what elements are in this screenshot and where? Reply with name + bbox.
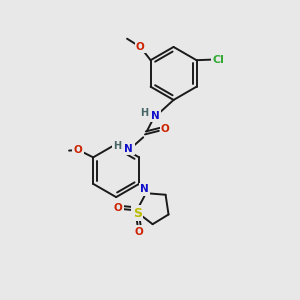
Text: O: O [136,42,145,52]
Text: O: O [114,203,123,213]
Text: Cl: Cl [212,55,224,64]
Text: O: O [134,226,143,237]
Text: H: H [113,141,122,151]
Text: O: O [161,124,170,134]
Text: N: N [151,111,160,121]
Text: N: N [140,184,149,194]
Text: H: H [140,108,148,118]
Text: O: O [74,145,82,155]
Text: S: S [133,207,142,220]
Text: N: N [124,144,133,154]
